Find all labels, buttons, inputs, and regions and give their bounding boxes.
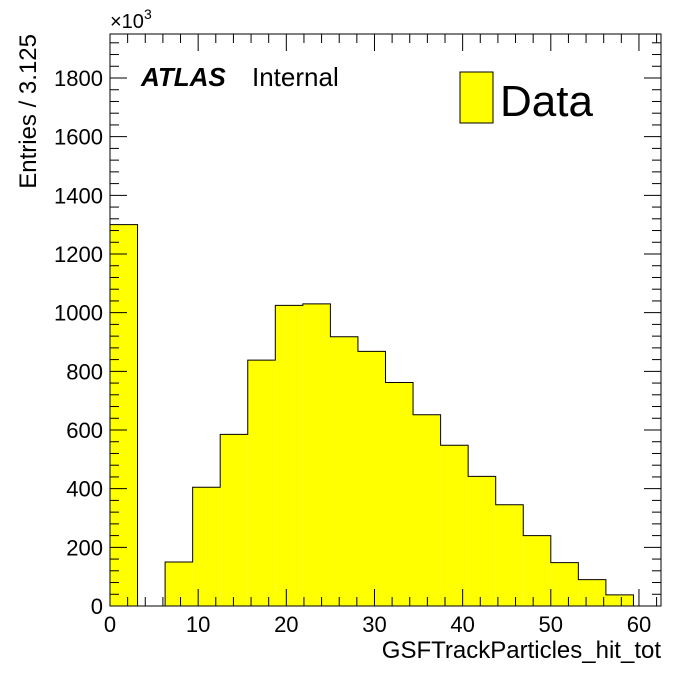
histogram-bar [550,562,579,606]
x-tick-label: 30 [362,612,386,637]
y-tick-label: 200 [66,535,103,560]
y-tick-label: 400 [66,477,103,502]
x-tick-label: 20 [274,612,298,637]
x-tick-label: 40 [450,612,474,637]
histogram-bar [192,487,221,606]
x-axis-label: GSFTrackParticles_hit_tot [382,637,662,664]
histogram-bar [330,336,358,606]
histogram-bar [413,414,441,606]
histogram-bar [523,535,551,606]
y-tick-label: 0 [91,594,103,619]
y-axis: 0 200 400 600 800 1000 1200 1400 1600 1800 [54,42,661,619]
legend-label: Data [500,77,593,126]
histogram-bar [605,594,634,606]
histogram-bar [247,360,276,606]
x-tick-label: 60 [627,612,651,637]
y-tick-label: 1000 [54,301,103,326]
histogram-bar [165,562,193,606]
legend-swatch [459,71,494,124]
x-tick-label: 0 [104,612,116,637]
y-tick-label: 1600 [54,125,103,150]
histogram-bar [578,579,606,606]
histogram-bar [220,434,248,606]
y-tick-label: 600 [66,418,103,443]
x-axis: 0 10 20 30 40 50 60 [104,34,658,637]
x-tick-label: 50 [539,612,563,637]
histogram-outline [109,224,661,607]
atlas-label: ATLAS [140,62,226,92]
x-tick-label: 10 [186,612,210,637]
y-tick-label: 1400 [54,183,103,208]
internal-label: Internal [252,62,339,92]
histogram-bar [275,305,303,606]
histogram-bar [385,382,414,606]
y-scale-factor: ×103 [110,6,152,33]
histogram-bar [440,445,469,606]
histogram-bar [495,504,524,606]
histogram-bar [110,224,138,606]
bars-group [109,224,661,607]
plot-frame [109,33,662,607]
histogram-bar [357,351,386,606]
y-axis-label: Entries / 3.125 [15,34,42,189]
histogram-bar [468,476,496,606]
y-tick-label: 1800 [54,66,103,91]
histogram-bar [302,303,331,606]
y-tick-label: 1200 [54,242,103,267]
y-tick-label: 800 [66,359,103,384]
